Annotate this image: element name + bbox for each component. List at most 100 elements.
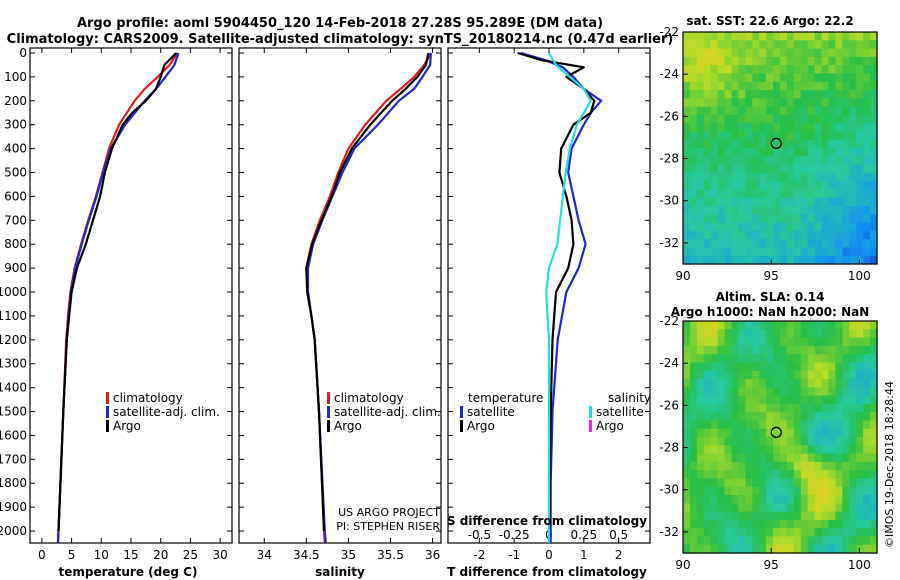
- map-cell: [835, 148, 843, 157]
- map-cell: [863, 503, 871, 513]
- map-cell: [683, 131, 691, 141]
- map-cell: [780, 354, 788, 364]
- map-cell: [856, 403, 864, 413]
- map-cell: [870, 536, 878, 546]
- map-cell: [745, 461, 753, 471]
- map-cell: [696, 329, 705, 339]
- map-cell: [745, 40, 753, 50]
- map-cell: [738, 470, 746, 480]
- x-tick-label: 35: [341, 548, 356, 562]
- map-cell: [766, 181, 774, 191]
- map-cell: [710, 181, 719, 191]
- map-cell: [717, 40, 726, 50]
- map-cell: [780, 437, 788, 446]
- map-cell: [766, 445, 774, 455]
- legend-swatch-climatology: [106, 392, 109, 404]
- sst-map-title: sat. SST: 22.6 Argo: 22.2: [686, 14, 853, 28]
- map-cell: [710, 495, 719, 504]
- map-cell: [717, 98, 726, 108]
- map-cell: [828, 239, 837, 249]
- map-cell: [842, 337, 850, 347]
- map-cell: [814, 478, 823, 488]
- map-cell: [696, 420, 705, 430]
- map-cell: [745, 321, 753, 330]
- map-cell: [793, 445, 802, 455]
- map-cell: [821, 65, 830, 75]
- map-cell: [793, 395, 802, 405]
- map-cell: [766, 345, 774, 355]
- map-cell: [807, 81, 816, 91]
- map-cell: [800, 114, 809, 124]
- map-cell: [863, 81, 871, 91]
- map-cell: [849, 461, 857, 471]
- map-cell: [870, 370, 878, 380]
- map-cell: [773, 503, 781, 513]
- map-cell: [731, 379, 740, 388]
- map-cell: [835, 379, 843, 388]
- map-cell: [793, 470, 802, 480]
- map-cell: [683, 230, 691, 240]
- map-cell: [696, 222, 705, 232]
- map-cell: [786, 403, 795, 413]
- map-cell: [786, 32, 795, 41]
- map-cell: [703, 65, 712, 75]
- map-cell: [752, 437, 760, 446]
- map-cell: [759, 123, 767, 133]
- map-cell: [717, 536, 726, 546]
- map-cell: [689, 486, 698, 496]
- map-cell: [849, 528, 857, 538]
- map-cell: [849, 148, 857, 157]
- map-cell: [814, 40, 823, 50]
- map-cell: [807, 486, 816, 496]
- map-cell: [696, 486, 705, 496]
- map-cell: [842, 437, 850, 446]
- map-cell: [842, 65, 850, 75]
- map-cell: [766, 73, 774, 83]
- map-cell: [780, 412, 788, 422]
- map-cell: [710, 478, 719, 488]
- map-cell: [717, 345, 726, 355]
- map-cell: [731, 329, 740, 339]
- x-tick-label: 1: [580, 548, 588, 562]
- map-cell: [856, 329, 864, 339]
- map-cell: [759, 90, 767, 99]
- map-cell: [786, 131, 795, 141]
- map-cell: [828, 461, 837, 471]
- map-cell: [759, 181, 767, 191]
- map-cell: [731, 370, 740, 380]
- map-cell: [842, 445, 850, 455]
- map-cell: [842, 379, 850, 388]
- map-cell: [703, 189, 712, 199]
- map-cell: [821, 403, 830, 413]
- map-cell: [773, 445, 781, 455]
- map-cell: [793, 370, 802, 380]
- map-cell: [870, 478, 878, 488]
- map-cell: [689, 181, 698, 191]
- map-cell: [800, 164, 809, 174]
- map-cell: [807, 379, 816, 388]
- map-cell: [710, 56, 719, 66]
- map-cell: [759, 189, 767, 199]
- map-cell: [703, 90, 712, 99]
- map-cell: [821, 420, 830, 430]
- map-cell: [683, 90, 691, 99]
- map-cell: [828, 98, 837, 108]
- map-cell: [683, 412, 691, 422]
- map-cell: [814, 32, 823, 41]
- map-cell: [814, 445, 823, 455]
- map-cell: [807, 412, 816, 422]
- map-cell: [863, 420, 871, 430]
- map-cell: [703, 247, 712, 257]
- map-cell: [870, 164, 878, 174]
- map-cell: [724, 519, 733, 529]
- map-cell: [724, 189, 733, 199]
- map-cell: [752, 123, 760, 133]
- map-cell: [745, 48, 753, 58]
- map-cell: [731, 519, 740, 529]
- map-cell: [807, 329, 816, 339]
- map-cell: [752, 32, 760, 41]
- map-cell: [856, 370, 864, 380]
- map-cell: [856, 90, 864, 99]
- map-cell: [703, 56, 712, 66]
- map-cell: [842, 139, 850, 149]
